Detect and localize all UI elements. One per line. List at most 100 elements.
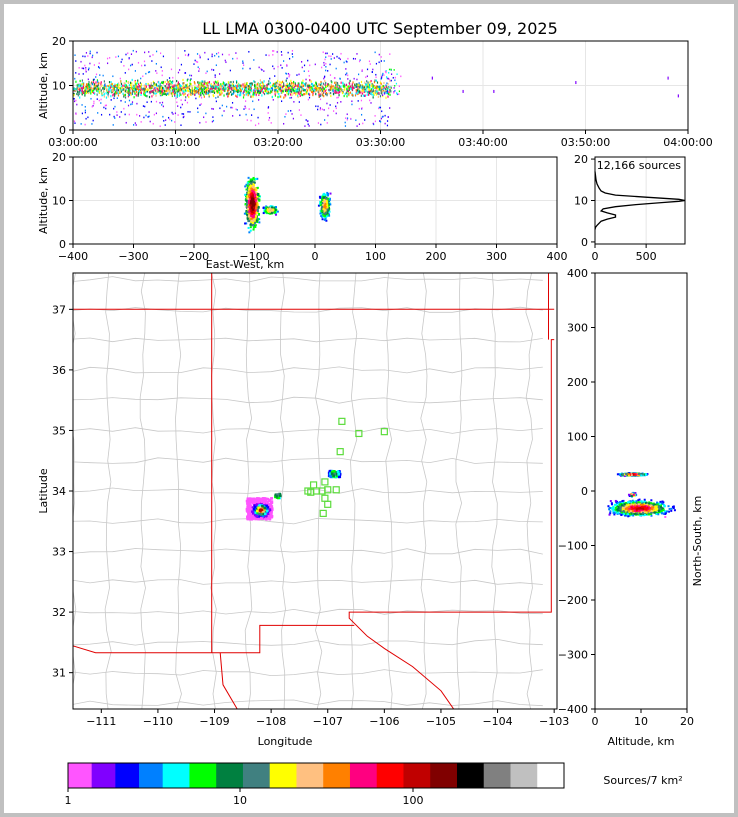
time-height-source-mark [307, 123, 309, 126]
time-height-source-mark [284, 85, 287, 88]
ew-height-source-mark [247, 202, 250, 205]
time-height-source-mark [194, 91, 196, 94]
map-ytick-label: 35 [52, 424, 66, 437]
time-height-source-mark [166, 89, 168, 92]
time-height-source-mark [337, 88, 339, 92]
time-height-source-mark [327, 114, 329, 117]
time-height-source-mark [171, 94, 173, 97]
time-height-source-mark [165, 86, 167, 89]
time-height-source-mark [369, 81, 371, 84]
time-height-source-mark [176, 84, 178, 87]
time-height-source-mark [245, 89, 247, 93]
time-height-source-mark [193, 63, 195, 65]
ew-height-source-mark [254, 199, 257, 202]
time-height-source-mark [347, 74, 349, 77]
time-height-isolated-source [667, 76, 669, 80]
time-height-source-mark [299, 94, 301, 97]
time-height-source-mark [233, 85, 235, 89]
time-height-source-mark [298, 101, 300, 103]
time-height-source-mark [388, 72, 390, 74]
time-height-source-mark [114, 117, 116, 119]
time-height-source-mark [201, 88, 203, 91]
map-contents [73, 273, 555, 709]
time-height-source-mark [203, 116, 205, 119]
time-height-source-mark [309, 84, 311, 87]
time-height-source-mark [78, 73, 80, 75]
time-height-source-mark [206, 84, 208, 87]
time-height-source-mark [324, 75, 326, 78]
map-source-mark [261, 507, 265, 510]
ew-height-source-mark [324, 218, 327, 221]
time-height-source-mark [117, 84, 120, 87]
time-height-source-mark [224, 86, 226, 89]
ew-height-source-mark [253, 219, 256, 222]
time-height-source-mark [189, 79, 191, 82]
time-height-source-mark [204, 86, 207, 90]
time-height-source-mark [78, 86, 80, 89]
time-height-source-mark [134, 80, 137, 84]
time-height-source-mark [332, 90, 334, 93]
map-county-boundary [73, 427, 543, 434]
time-height-source-mark [218, 84, 220, 87]
time-height-source-mark [336, 96, 338, 99]
time-height-source-mark [185, 84, 187, 87]
map-source-mark [266, 514, 270, 518]
time-height-source-mark [311, 86, 313, 89]
ew-height-source-mark [247, 207, 250, 210]
time-height-source-mark [308, 88, 311, 91]
time-height-source-mark [103, 95, 105, 98]
time-height-source-mark [301, 83, 303, 86]
time-height-source-mark [207, 89, 209, 92]
time-height-source-mark [312, 92, 314, 95]
time-height-source-mark [277, 79, 279, 83]
time-height-source-mark [290, 88, 292, 91]
time-height-source-mark [243, 108, 245, 110]
time-height-source-mark [277, 87, 279, 90]
time-height-source-mark [220, 85, 223, 88]
time-height-source-mark [353, 86, 355, 89]
time-height-source-mark [377, 90, 379, 93]
map-xtick-label: −107 [313, 715, 343, 728]
time-height-source-mark [285, 88, 287, 91]
ew-height-panel [69, 156, 558, 248]
time-height-source-mark [205, 72, 207, 75]
time-height-source-mark [381, 89, 384, 92]
time-height-source-mark [96, 51, 98, 54]
time-height-source-mark [115, 92, 117, 95]
time-height-source-mark [239, 92, 241, 95]
time-height-source-mark [267, 89, 269, 92]
time-height-source-mark [160, 90, 162, 93]
time-height-source-mark [231, 101, 234, 104]
time-height-source-mark [351, 100, 353, 103]
ew-height-source-mark [250, 217, 253, 220]
time-height-source-mark [128, 58, 130, 60]
time-height-source-mark [286, 77, 288, 80]
ew-height-source-mark [253, 226, 256, 229]
time-height-source-mark [210, 89, 212, 92]
time-height-source-mark [199, 121, 201, 124]
time-height-source-mark [129, 91, 132, 95]
time-height-source-mark [148, 86, 150, 89]
time-height-source-mark [144, 92, 146, 95]
time-height-source-mark [131, 101, 134, 103]
time-height-source-mark [344, 88, 346, 91]
ew-height-source-mark [247, 176, 250, 179]
time-height-source-mark [328, 107, 330, 110]
time-height-source-mark [103, 93, 105, 96]
time-height-source-mark [280, 95, 282, 98]
ew-height-source-mark [248, 215, 251, 218]
time-height-source-mark [140, 64, 143, 67]
time-height-source-mark [184, 87, 186, 91]
time-height-source-mark [92, 90, 95, 93]
time-height-source-mark [212, 119, 215, 122]
time-height-source-mark [212, 69, 215, 71]
time-height-source-mark [276, 82, 278, 85]
time-height-source-mark [390, 79, 392, 82]
map-xtick-label: −105 [426, 715, 456, 728]
map-station-marker [321, 478, 329, 486]
time-height-source-mark [309, 64, 311, 67]
time-height-source-mark [98, 99, 100, 102]
map-source-mark [250, 497, 253, 501]
time-height-source-mark [389, 107, 391, 109]
time-height-source-mark [308, 93, 311, 96]
